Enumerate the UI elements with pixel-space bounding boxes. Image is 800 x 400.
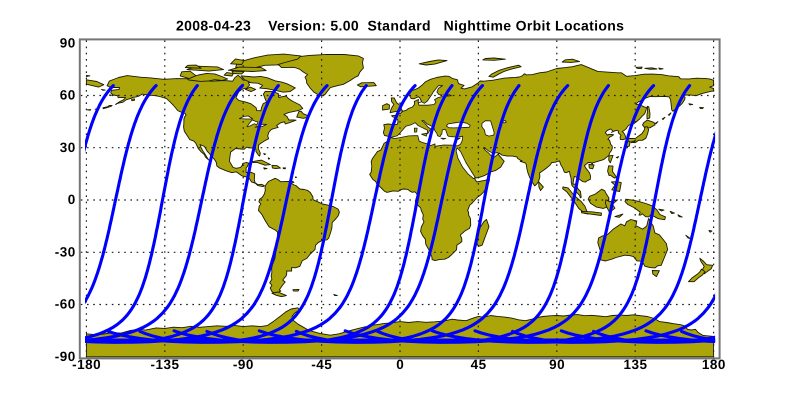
svg-text:135: 135 — [623, 357, 647, 372]
svg-text:90: 90 — [60, 35, 76, 50]
svg-text:-45: -45 — [311, 357, 332, 372]
svg-text:90: 90 — [549, 357, 565, 372]
svg-text:180: 180 — [702, 357, 726, 372]
svg-text:-180: -180 — [72, 357, 101, 372]
svg-text:-90: -90 — [233, 357, 254, 372]
svg-text:30: 30 — [60, 140, 76, 155]
svg-text:-135: -135 — [150, 357, 179, 372]
svg-text:-90: -90 — [55, 349, 76, 364]
svg-text:60: 60 — [60, 88, 76, 103]
svg-text:0: 0 — [396, 357, 404, 372]
svg-text:2008-04-23 Version: 5.00 S: 2008-04-23 Version: 5.00 Standard Nightt… — [176, 17, 624, 33]
svg-text:0: 0 — [68, 192, 76, 207]
svg-text:45: 45 — [471, 357, 487, 372]
svg-text:-30: -30 — [55, 245, 76, 260]
svg-text:-60: -60 — [55, 297, 76, 312]
